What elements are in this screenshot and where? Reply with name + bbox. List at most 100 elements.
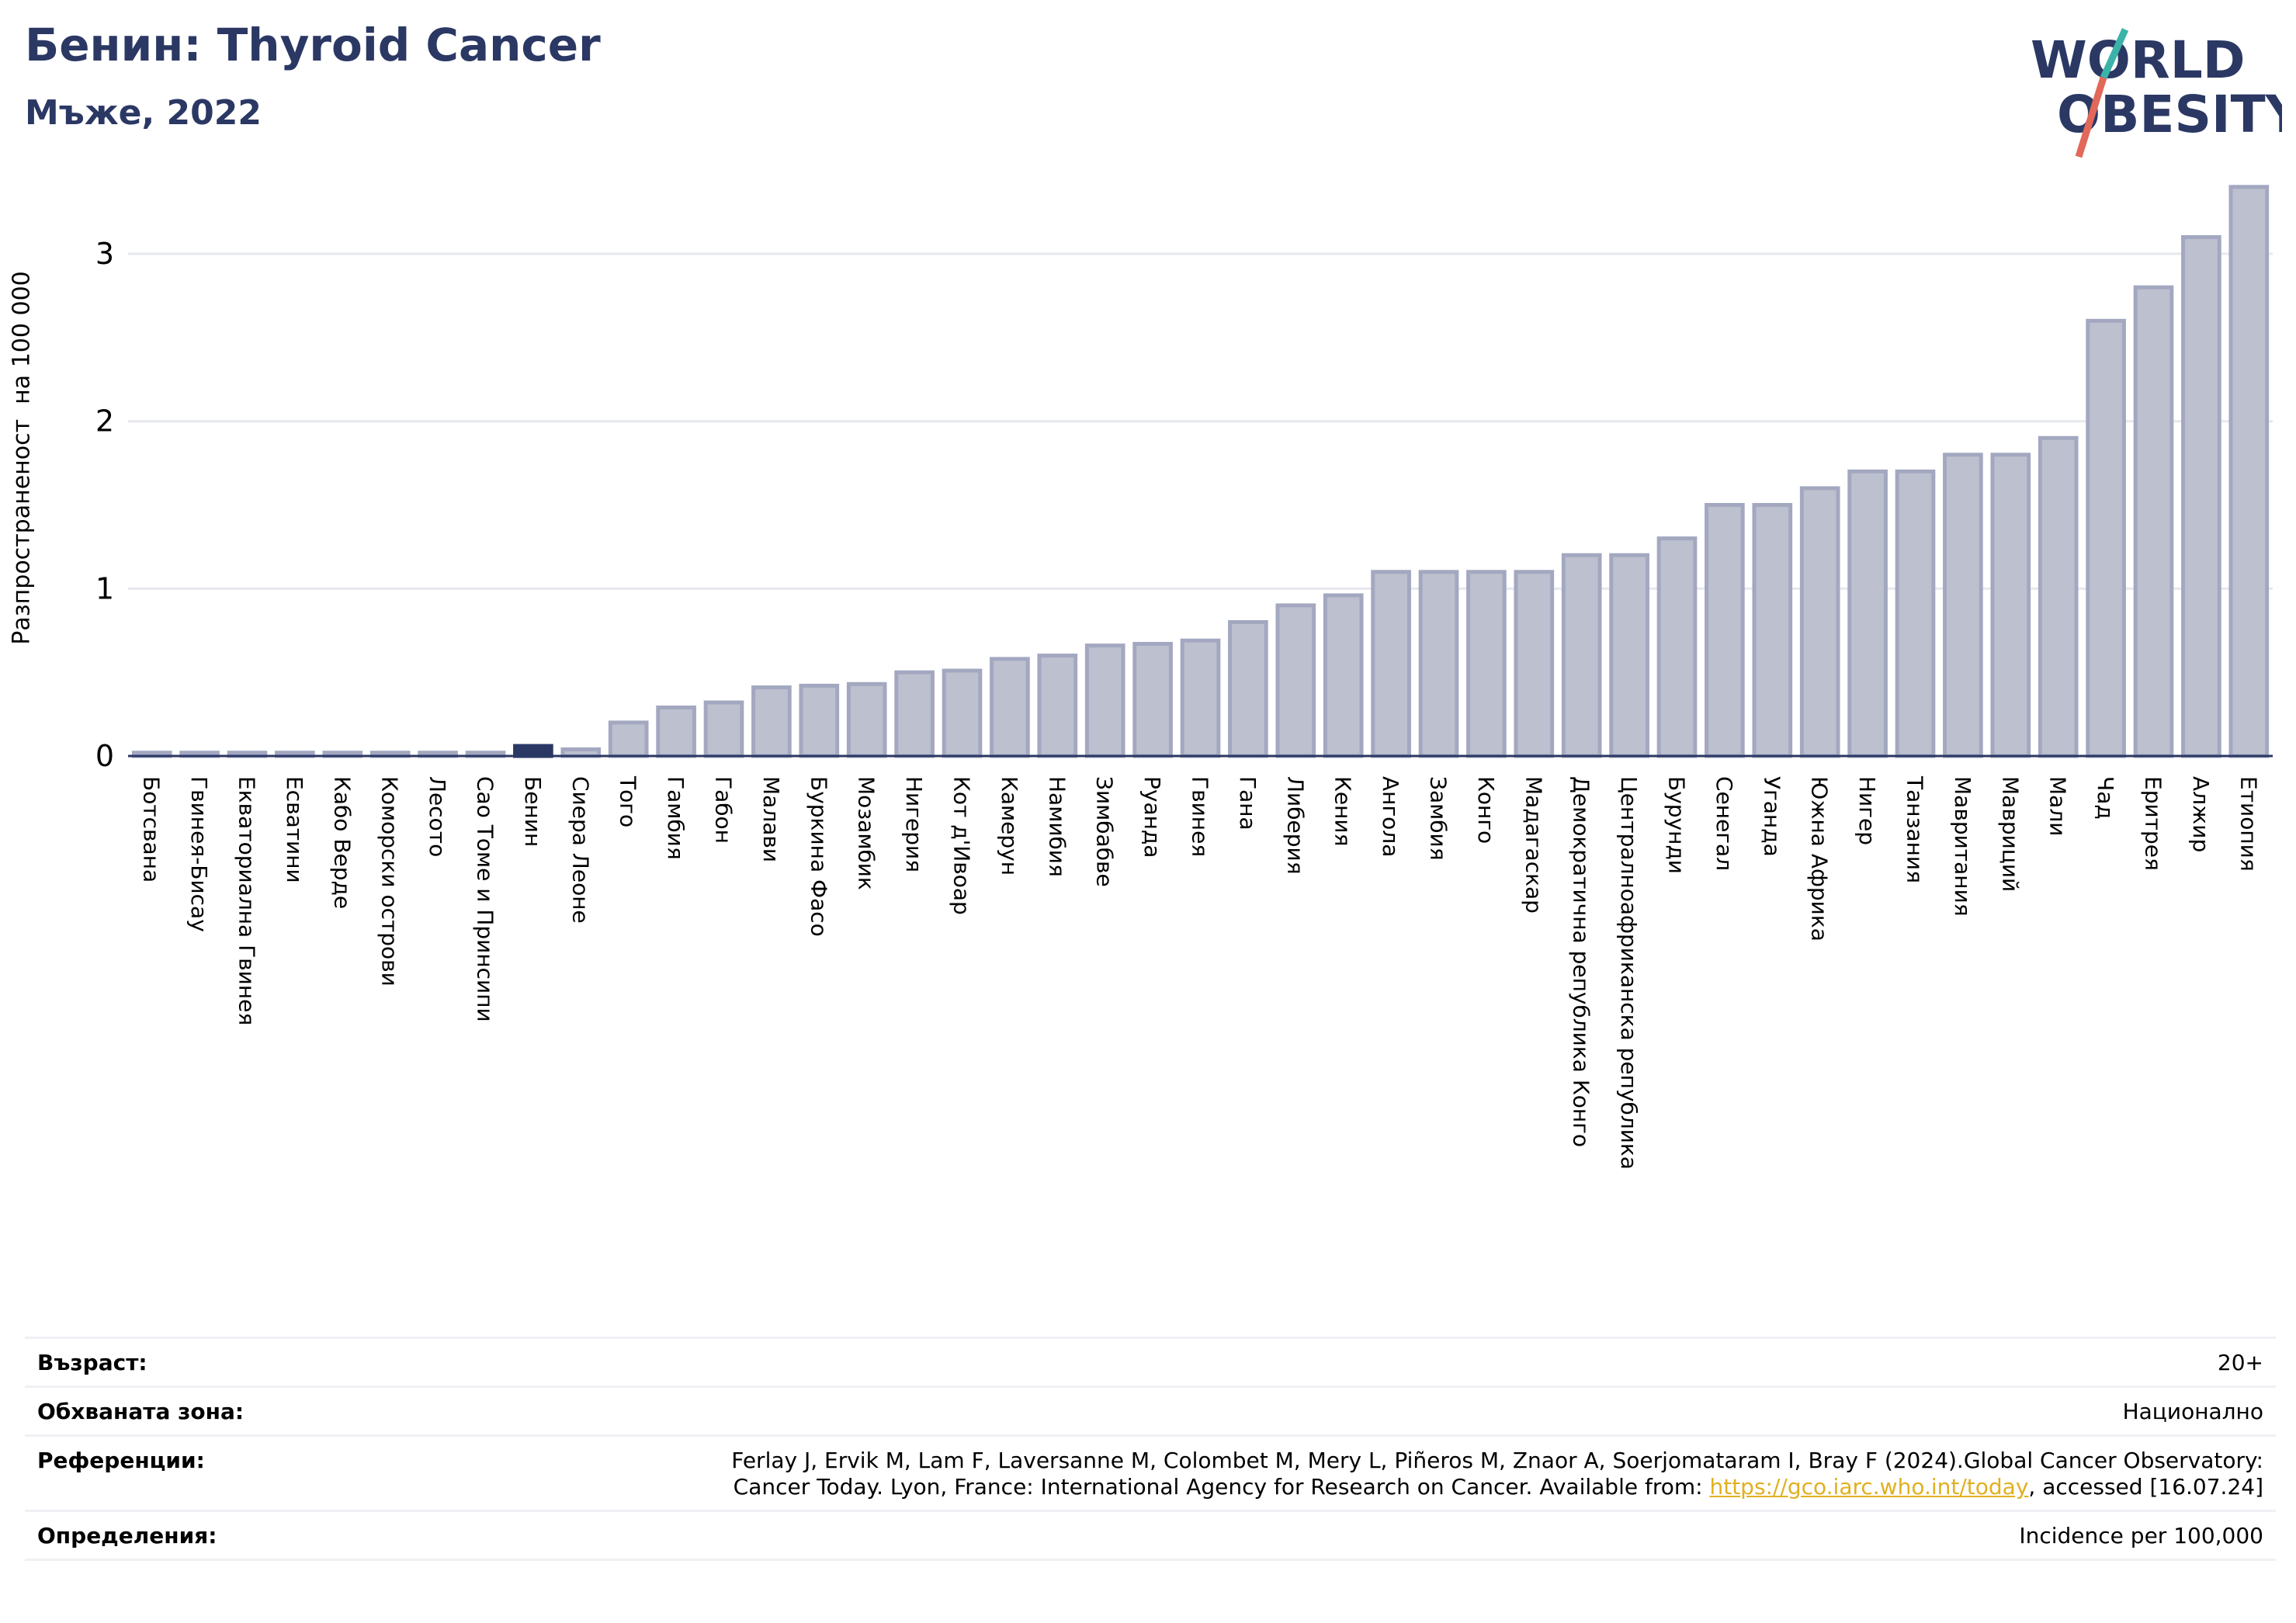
coverage-value: Национално <box>2122 1399 2263 1424</box>
bar <box>942 668 983 758</box>
x-tick-label: Чад <box>2093 776 2118 820</box>
x-tick-label: Демократична република Конго <box>1569 776 1594 1147</box>
logo-text-world: WORLD <box>2031 30 2246 90</box>
x-tick-label: Мавриций <box>1997 776 2023 892</box>
bar <box>1943 453 1983 758</box>
bar <box>2133 285 2174 758</box>
bar <box>1180 638 1221 758</box>
bar <box>846 681 887 758</box>
bar <box>703 700 744 758</box>
x-tick-label: Либерия <box>1282 776 1308 875</box>
bar <box>1609 553 1649 758</box>
age-value: 20+ <box>2217 1350 2263 1375</box>
x-tick-label: Сиера Леоне <box>567 776 593 924</box>
logo-slash-top <box>2100 28 2129 79</box>
world-obesity-logo: WORLD OBESITY <box>2031 28 2282 158</box>
x-tick-label: Кабо Верде <box>329 776 355 909</box>
bar <box>799 683 840 758</box>
y-tick-label: 0 <box>95 739 114 773</box>
coverage-label: Обхваната зона: <box>37 1399 245 1424</box>
bar <box>1705 503 1745 758</box>
x-tick-label: Централноафриканска република <box>1616 776 1642 1170</box>
bar <box>1037 654 1078 758</box>
x-tick-label: Бенин <box>520 776 546 847</box>
bar <box>1990 453 2031 758</box>
y-tick-label: 3 <box>95 237 114 271</box>
x-tick-label: Екваториална Гвинея <box>234 776 260 1025</box>
bar <box>1323 593 1364 758</box>
bar <box>1656 536 1698 758</box>
x-tick-label: Гвинея <box>1188 776 1213 857</box>
definitions-value: Incidence per 100,000 <box>2019 1523 2263 1548</box>
bar <box>608 720 649 758</box>
info-row-coverage: Обхваната зона: Национално <box>25 1385 2276 1434</box>
info-table: Възраст: 20+ Обхваната зона: Национално … <box>25 1337 2276 1561</box>
x-tick-label: Южна Африка <box>1807 776 1833 942</box>
x-tick-label: Мавритания <box>1950 776 1975 917</box>
bar <box>1847 469 1888 758</box>
bar <box>1228 619 1268 758</box>
x-tick-label: Конго <box>1473 776 1499 844</box>
bar <box>990 657 1030 758</box>
bar <box>1275 603 1316 758</box>
x-tick-label: Буркина Фасо <box>806 776 831 937</box>
bar <box>1371 570 1411 758</box>
x-tick-label: Алжир <box>2188 776 2214 852</box>
references-link[interactable]: https://gco.iarc.who.int/today <box>1709 1474 2029 1500</box>
bar <box>2181 234 2221 758</box>
x-tick-label: Габон <box>711 776 737 844</box>
age-label: Възраст: <box>37 1350 147 1375</box>
bar <box>1561 553 1602 758</box>
definitions-label: Определения: <box>37 1523 217 1548</box>
bar <box>894 670 935 758</box>
x-tick-label: Ангола <box>1378 776 1403 857</box>
x-tick-label: Еритрея <box>2141 776 2166 871</box>
x-tick-label: Малави <box>758 776 784 862</box>
x-tick-label: Лесото <box>425 776 450 857</box>
x-tick-label: Гана <box>1235 776 1261 831</box>
info-row-definitions: Определения: Incidence per 100,000 <box>25 1510 2276 1561</box>
y-tick-label: 1 <box>95 571 114 605</box>
bar-chart: 0 1 2 3 Ботсвана Гвинея-Бисау Екваториална Гви… <box>95 185 2273 1170</box>
x-tick-label: Замбия <box>1426 776 1451 861</box>
info-row-references: Референции: Ferlay J, Ervik M, Lam F, La… <box>25 1434 2276 1510</box>
x-tick-label: Гвинея-Бисау <box>186 776 212 932</box>
x-tick-label: Есватини <box>282 776 307 883</box>
bar <box>2038 435 2079 758</box>
bar <box>1752 503 1793 758</box>
x-tick-label: Нигерия <box>901 776 927 872</box>
y-tick-label: 2 <box>95 404 114 439</box>
x-tick-label: Сенегал <box>1712 776 1737 871</box>
bar <box>1418 570 1459 758</box>
logo-slash-bottom <box>2075 76 2107 158</box>
references-line2-suffix: , accessed [16.07.24] <box>2028 1474 2263 1500</box>
x-tick-label: Етиопия <box>2235 776 2261 872</box>
references-value: Ferlay J, Ervik M, Lam F, Laversanne M, … <box>731 1448 2263 1500</box>
x-tick-label: Ботсвана <box>139 776 165 883</box>
x-tick-label: Сао Томе и Принсипи <box>473 776 498 1022</box>
bar <box>1895 469 1936 758</box>
page-title: Бенин: Thyroid Cancer <box>25 19 601 71</box>
x-tick-label: Кот д'Ивоар <box>949 776 975 915</box>
x-tick-label: Зимбабве <box>1092 776 1118 887</box>
bar <box>1466 570 1507 758</box>
y-axis-label: Разпространеност на 100 000 <box>8 271 36 645</box>
x-tick-label: Коморски острови <box>377 776 403 987</box>
x-tick-label: Мали <box>2045 776 2071 836</box>
references-line1: Ferlay J, Ervik M, Lam F, Laversanne M, … <box>731 1448 2263 1473</box>
x-tick-label: Нигер <box>1854 776 1880 845</box>
x-tick-label: Уганда <box>1759 776 1784 857</box>
info-row-age: Възраст: 20+ <box>25 1337 2276 1385</box>
x-tick-label: Мозамбик <box>854 776 879 890</box>
bar <box>656 705 696 758</box>
page-subtitle: Мъже, 2022 <box>25 93 262 133</box>
x-tick-label: Мадагаскар <box>1521 776 1546 914</box>
x-tick-label: Того <box>616 775 641 827</box>
bar <box>2228 185 2270 758</box>
x-tick-label: Кения <box>1330 776 1356 846</box>
bar <box>1084 643 1125 758</box>
x-tick-label: Гамбия <box>663 776 688 860</box>
x-tick-label: Руанда <box>1139 776 1165 858</box>
bar <box>1514 570 1555 758</box>
bar <box>751 685 792 758</box>
